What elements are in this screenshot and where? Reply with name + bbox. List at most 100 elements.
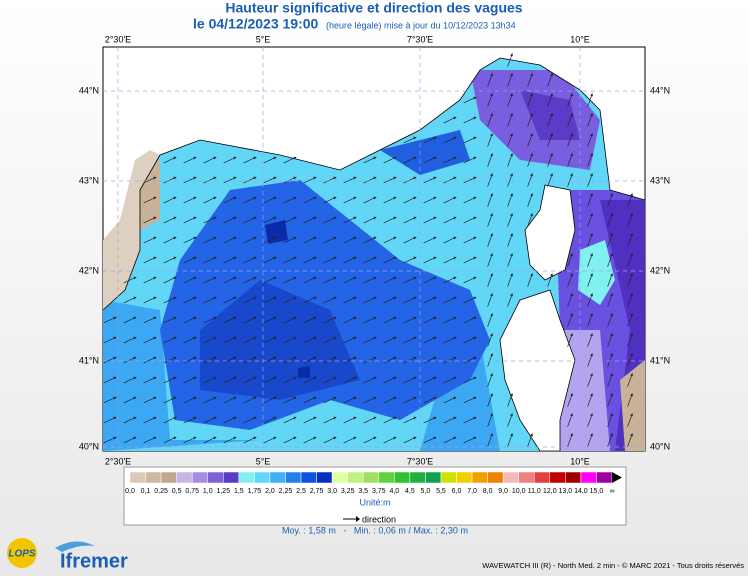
wave-arrowhead bbox=[590, 213, 593, 217]
wave-arrowhead bbox=[353, 336, 357, 340]
color-swatch bbox=[316, 471, 333, 484]
colorbar-label: 2,0 bbox=[265, 488, 275, 495]
wave-arrowhead bbox=[153, 296, 157, 300]
colorbar-label: 1,25 bbox=[216, 488, 230, 495]
wave-arrowhead bbox=[453, 236, 457, 240]
wave-arrowhead bbox=[353, 276, 357, 280]
wave-arrowhead bbox=[293, 276, 297, 280]
lops-logo bbox=[7, 538, 37, 568]
colorbar-label: 1,0 bbox=[203, 488, 213, 495]
wave-arrowhead bbox=[373, 296, 377, 300]
sea-max bbox=[265, 220, 310, 378]
wave-arrowhead bbox=[453, 256, 457, 260]
wave-arrowhead bbox=[273, 216, 277, 220]
wave-arrowhead bbox=[273, 236, 277, 240]
colorbar-label: 0,5 bbox=[172, 488, 182, 495]
color-swatch bbox=[440, 471, 457, 484]
wave-arrowhead bbox=[453, 196, 457, 200]
wave-arrowhead bbox=[253, 156, 257, 160]
wave-arrowhead bbox=[530, 173, 533, 177]
wave-arrowhead bbox=[253, 236, 257, 240]
wave-arrowhead bbox=[630, 233, 633, 237]
wave-arrowhead bbox=[413, 436, 417, 440]
wave-arrowhead bbox=[530, 113, 533, 117]
lon-label-top: 2°30'E bbox=[105, 34, 131, 44]
color-swatch bbox=[238, 471, 255, 484]
lat-label-right: 44°N bbox=[650, 85, 670, 95]
wave-arrowhead bbox=[590, 333, 593, 337]
wave-arrowhead bbox=[630, 393, 633, 397]
graticule: 2°30'E 2°30'E 5°E 5°E 7°30'E 7°30'E 10°E 10°E 44… bbox=[79, 34, 670, 466]
wave-arrowhead bbox=[373, 356, 377, 360]
wave-arrowhead bbox=[273, 336, 277, 340]
unit: Unité:m bbox=[359, 497, 390, 507]
wave-arrowhead bbox=[133, 336, 137, 340]
wave-arrowhead bbox=[433, 296, 437, 300]
wave-arrowhead bbox=[393, 216, 397, 220]
wave-arrowhead bbox=[570, 253, 573, 257]
wave-arrowhead bbox=[193, 436, 197, 440]
wave-arrowhead bbox=[510, 133, 513, 137]
wave-arrowhead bbox=[453, 316, 457, 320]
wave-arrowhead bbox=[530, 433, 533, 437]
wave-arrowhead bbox=[273, 156, 277, 160]
colorbar-end bbox=[612, 472, 622, 483]
wave-arrowhead bbox=[273, 296, 277, 300]
wave-arrowhead bbox=[113, 376, 117, 380]
wave-arrowhead bbox=[313, 256, 317, 260]
wave-arrowhead bbox=[313, 316, 317, 320]
wave-arrowhead bbox=[233, 296, 237, 300]
wave-arrowhead bbox=[193, 176, 197, 180]
wave-arrowhead bbox=[490, 273, 493, 277]
wave-arrowhead bbox=[133, 316, 137, 320]
wave-arrowhead bbox=[473, 296, 477, 300]
wave-arrowhead bbox=[233, 436, 237, 440]
direction-label: direction bbox=[362, 514, 396, 524]
wave-arrowhead bbox=[193, 216, 197, 220]
wave-arrowhead bbox=[293, 336, 297, 340]
color-swatch bbox=[176, 471, 193, 484]
color-swatch bbox=[191, 471, 208, 484]
wave-arrowhead bbox=[293, 376, 297, 380]
wave-arrowhead bbox=[393, 276, 397, 280]
wave-arrowhead bbox=[473, 396, 477, 400]
wave-arrowhead bbox=[530, 73, 533, 77]
wave-arrowhead bbox=[570, 293, 573, 297]
wave-arrowhead bbox=[590, 353, 593, 357]
wave-arrowhead bbox=[253, 376, 257, 380]
date: le 04/12/2023 19:00 bbox=[193, 16, 319, 32]
wave-arrowhead bbox=[453, 336, 457, 340]
wave-arrowhead bbox=[530, 93, 533, 97]
wave-arrowhead bbox=[173, 236, 177, 240]
wave-arrowhead bbox=[610, 213, 613, 217]
wave-arrowhead bbox=[490, 193, 493, 197]
wave-arrowhead bbox=[550, 133, 553, 137]
wave-arrowhead bbox=[333, 276, 337, 280]
wave-arrowhead bbox=[590, 393, 593, 397]
wave-arrowhead bbox=[530, 273, 533, 277]
wave-arrowhead bbox=[433, 196, 437, 200]
wave-arrowhead bbox=[473, 416, 477, 420]
wave-arrowhead bbox=[173, 176, 177, 180]
wave-arrowhead bbox=[233, 376, 237, 380]
wave-arrowhead bbox=[473, 256, 477, 260]
wave-arrowhead bbox=[453, 376, 457, 380]
wave-arrowhead bbox=[473, 96, 477, 100]
wave-arrowhead bbox=[393, 296, 397, 300]
colorbar-label: 13,0 bbox=[559, 488, 573, 495]
wave-arrowhead bbox=[530, 133, 533, 137]
sea-purple-dark bbox=[520, 90, 580, 140]
colorbar-label: 14,0 bbox=[574, 488, 588, 495]
wave-arrowhead bbox=[173, 276, 177, 280]
color-swatch bbox=[456, 471, 473, 484]
wave-arrowhead bbox=[273, 396, 277, 400]
wave-arrowhead bbox=[213, 316, 217, 320]
wave-arrowhead bbox=[433, 436, 437, 440]
wave-arrowhead bbox=[630, 293, 633, 297]
wave-arrowhead bbox=[253, 196, 257, 200]
wave-arrowhead bbox=[413, 256, 417, 260]
wave-arrowhead bbox=[293, 396, 297, 400]
wave-arrowhead bbox=[193, 396, 197, 400]
wave-arrowhead bbox=[313, 416, 317, 420]
wave-arrowhead bbox=[333, 436, 337, 440]
